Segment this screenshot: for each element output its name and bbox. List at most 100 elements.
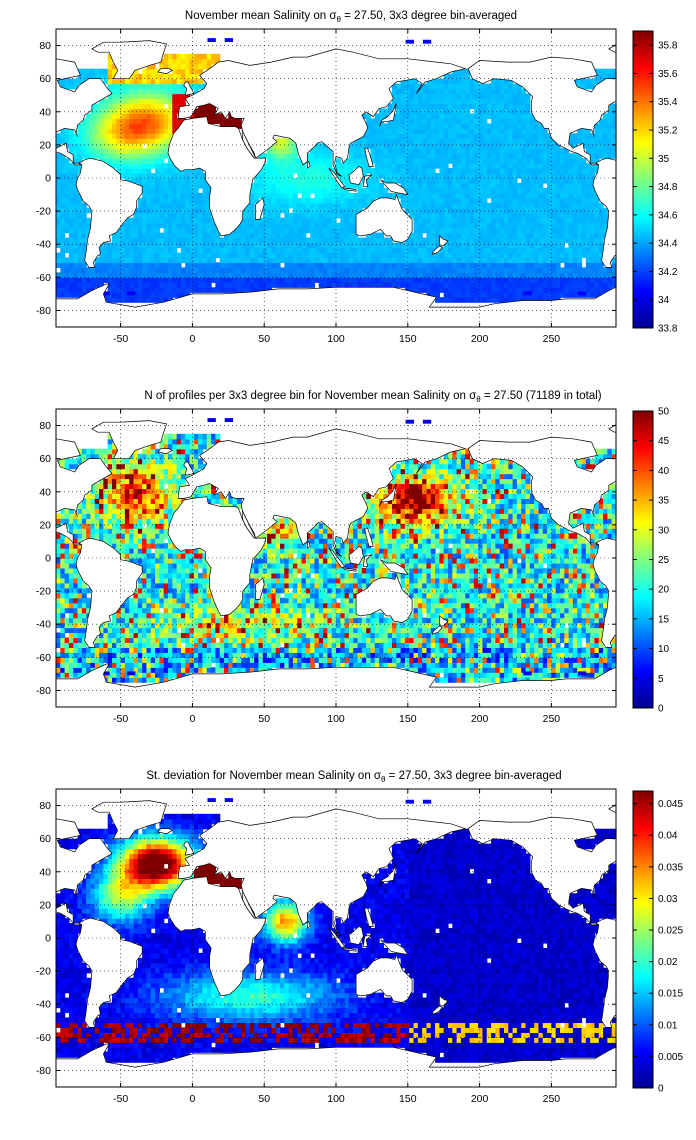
heatmap-cell [435, 128, 440, 134]
heatmap-cell [168, 103, 173, 110]
heatmap-cell [198, 63, 204, 70]
heatmap-cell [310, 262, 316, 268]
heatmap-cell [133, 108, 139, 115]
heatmap-cell [430, 212, 436, 219]
heatmap-cell [180, 237, 186, 244]
heatmap-cell [297, 187, 303, 194]
heatmap-cell [443, 267, 449, 273]
heatmap-cell [417, 113, 423, 119]
heatmap-cell [288, 282, 294, 288]
heatmap-cell [387, 262, 393, 268]
heatmap-cell [508, 262, 514, 268]
heatmap-cell [560, 182, 565, 189]
heatmap-cell [577, 202, 583, 209]
heatmap-cell [555, 168, 561, 174]
heatmap-cell [129, 237, 135, 244]
heatmap-cell [142, 257, 148, 264]
heatmap-cell [353, 237, 359, 244]
heatmap-cell [77, 642, 83, 648]
heatmap-cell [456, 247, 462, 254]
heatmap-cell [422, 277, 428, 283]
heatmap-cell [129, 513, 135, 519]
heatmap-cell [150, 222, 156, 229]
heatmap-cell [107, 493, 113, 499]
heatmap-cell [77, 458, 83, 465]
heatmap-cell [430, 98, 436, 105]
heatmap-cell [150, 158, 156, 164]
heatmap-cell [60, 572, 66, 579]
heatmap-cell [344, 272, 350, 278]
heatmap-cell [86, 153, 92, 159]
heatmap-cell [460, 182, 466, 189]
heatmap-cell [258, 187, 264, 194]
heatmap-cell [456, 237, 462, 244]
heatmap-cell [73, 267, 79, 273]
heatmap-cell [262, 197, 268, 204]
heatmap-cell [124, 548, 130, 554]
heatmap-cell [357, 187, 363, 194]
heatmap-cell [124, 98, 130, 105]
heatmap-cell [370, 247, 376, 254]
heatmap-cell [310, 163, 316, 169]
heatmap-cell [521, 133, 527, 139]
heatmap-cell [163, 282, 169, 288]
heatmap-cell [448, 197, 453, 204]
heatmap-cell [103, 252, 109, 259]
heatmap-cell [207, 38, 216, 43]
heatmap-cell [460, 88, 466, 95]
heatmap-cell [86, 277, 92, 283]
x-tick-label: -50 [113, 333, 128, 345]
heatmap-cell [99, 68, 104, 75]
heatmap-cell [413, 128, 419, 134]
heatmap-cell [478, 227, 484, 234]
heatmap-cell [232, 282, 238, 288]
heatmap-cell [478, 237, 484, 244]
heatmap-cell [107, 287, 113, 293]
heatmap-cell [529, 212, 535, 219]
heatmap-cell [409, 148, 415, 154]
heatmap-cell [245, 217, 251, 224]
heatmap-cell [525, 287, 531, 293]
heatmap-cell [327, 242, 333, 249]
heatmap-cell [103, 513, 109, 519]
heatmap-cell [521, 148, 527, 154]
heatmap-cell [280, 217, 285, 224]
heatmap-cell [107, 113, 113, 119]
heatmap-cell [564, 257, 570, 264]
heatmap-cell [482, 173, 488, 179]
heatmap-cell [292, 272, 298, 278]
heatmap-cell [288, 153, 294, 159]
heatmap-cell [81, 602, 87, 609]
heatmap-cell [387, 277, 393, 283]
heatmap-cell [473, 133, 479, 139]
heatmap-cell [129, 163, 135, 169]
heatmap-cell [275, 267, 281, 273]
heatmap-cell [590, 78, 596, 85]
heatmap-cell [215, 252, 221, 259]
heatmap-cell [590, 267, 596, 273]
heatmap-cell [409, 103, 415, 110]
heatmap-cell [137, 143, 143, 149]
heatmap-cell [456, 98, 462, 105]
heatmap-cell [560, 187, 565, 194]
heatmap-cell [163, 113, 169, 119]
heatmap-cell [499, 222, 505, 229]
heatmap-cell [314, 143, 320, 149]
heatmap-cell [555, 217, 561, 224]
heatmap-cell [568, 217, 574, 224]
heatmap-cell [180, 252, 186, 259]
heatmap-cell [448, 207, 453, 214]
heatmap-cell [585, 262, 591, 268]
heatmap-cell [568, 202, 574, 209]
heatmap-cell [150, 182, 156, 189]
heatmap-cell [529, 138, 535, 144]
heatmap-cell [486, 287, 492, 293]
heatmap-cell [168, 272, 173, 278]
heatmap-cell [193, 197, 199, 204]
heatmap-cell [370, 138, 376, 144]
heatmap-cell [495, 212, 501, 219]
heatmap-cell [361, 267, 367, 273]
heatmap-cell [258, 173, 264, 179]
heatmap-cell [180, 178, 186, 184]
heatmap-cell [86, 123, 92, 129]
